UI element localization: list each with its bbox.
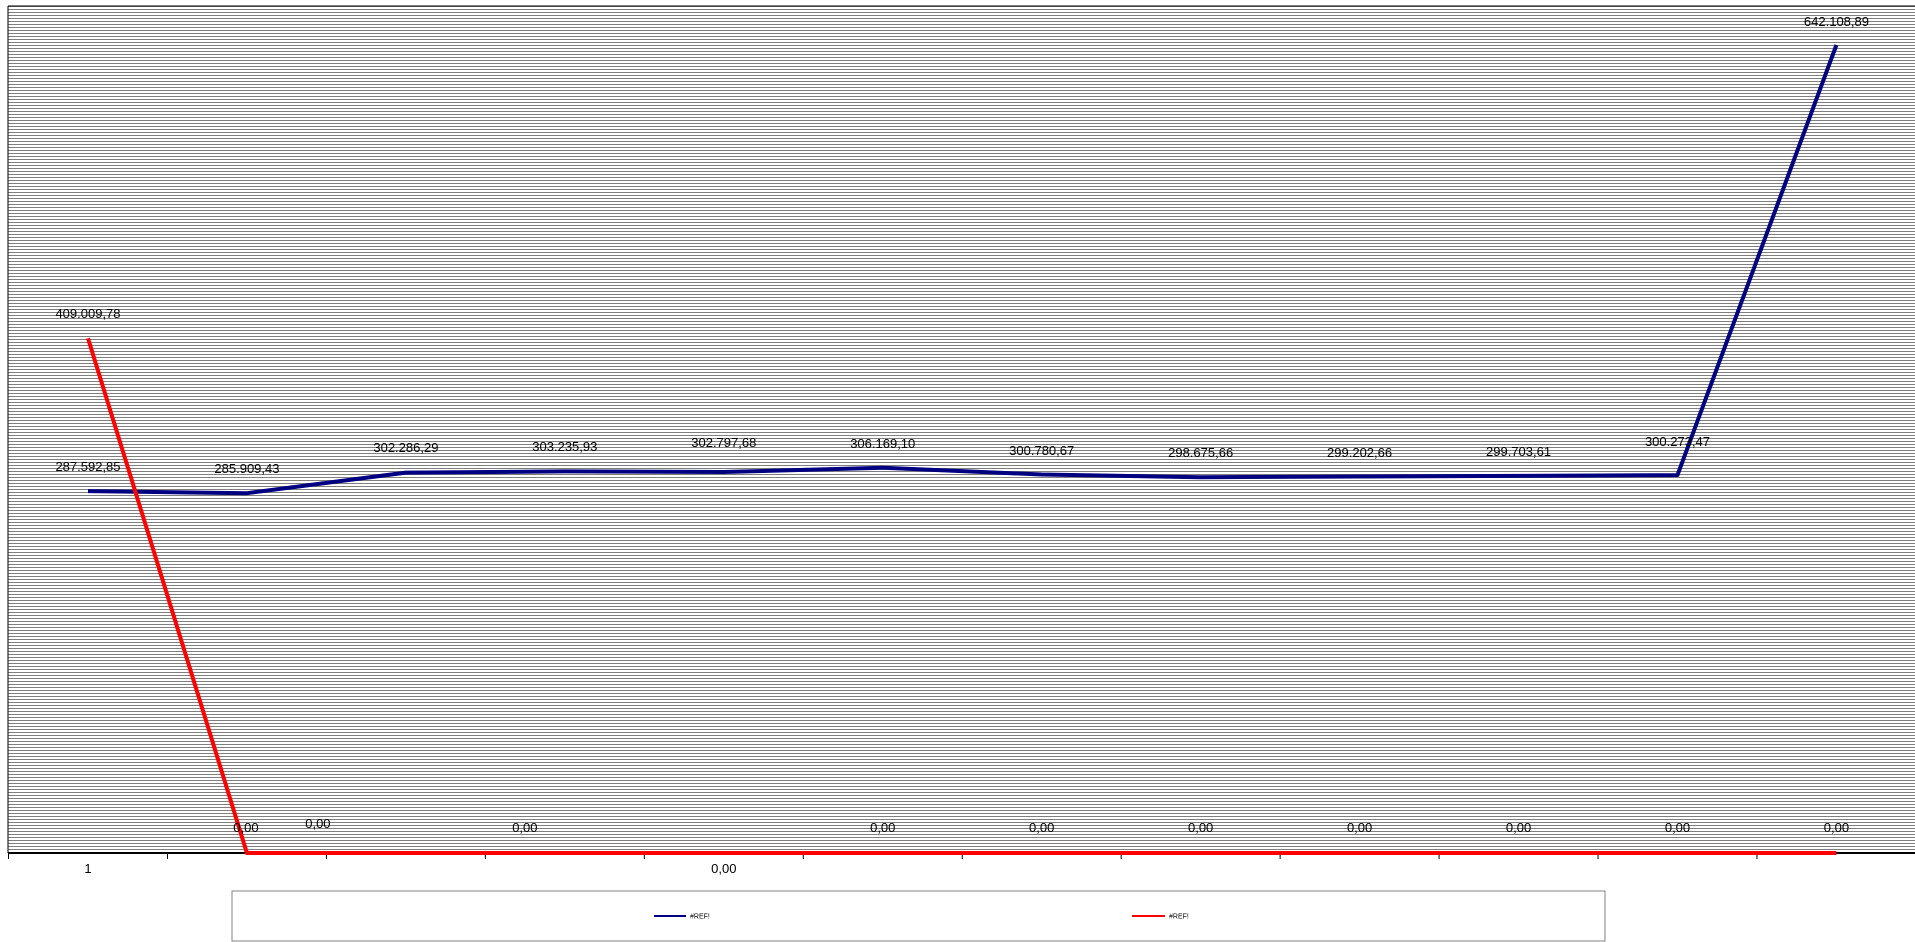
data-label-s2-5: 0,00 — [870, 820, 895, 835]
legend-label-series-1: #REF! — [690, 914, 710, 921]
series-lines — [86, 44, 1839, 855]
data-label-s1-0: 287.592,85 — [55, 459, 120, 474]
data-label-s1-10: 300.273,47 — [1645, 434, 1710, 449]
data-label-s1-6: 300.780,67 — [1009, 443, 1074, 458]
data-label-s1-5: 306.169,10 — [850, 436, 915, 451]
data-label-s2-8: 0,00 — [1347, 820, 1372, 835]
data-label-s2-9: 0,00 — [1506, 820, 1531, 835]
data-label-s2-3: 0,00 — [512, 820, 537, 835]
legend: #REF! #REF! — [231, 890, 1606, 942]
plot-area — [8, 6, 1915, 853]
data-label-s2-11: 0,00 — [1824, 820, 1849, 835]
data-label-s2-1: 0,00 — [233, 820, 258, 835]
data-label-s2-7: 0,00 — [1188, 820, 1213, 835]
data-label-s1-8: 299.202,66 — [1327, 445, 1392, 460]
data-label-s2-10: 0,00 — [1665, 820, 1690, 835]
x-tick-label-0: 1 — [84, 861, 91, 876]
data-label-s2-2: 0,00 — [305, 816, 330, 831]
data-label-s1-7: 298.675,66 — [1168, 445, 1233, 460]
data-label-s1-1: 285.909,43 — [214, 461, 279, 476]
data-label-s2-6: 0,00 — [1029, 820, 1054, 835]
data-labels: 287.592,85 285.909,43 302.286,29 303.235,93… — [55, 14, 1869, 835]
data-label-s1-4: 302.797,68 — [691, 435, 756, 450]
data-label-s1-9: 299.703,61 — [1486, 444, 1551, 459]
x-tick-label-4: 0,00 — [711, 861, 736, 876]
legend-label-series-2: #REF! — [1169, 914, 1189, 921]
data-label-s1-2: 302.286,29 — [373, 440, 438, 455]
data-label-s1-11: 642.108,89 — [1804, 14, 1869, 29]
legend-box — [231, 890, 1606, 942]
data-label-s2-0: 409.009,78 — [55, 306, 120, 321]
data-label-s1-3: 303.235,93 — [532, 439, 597, 454]
series-line-1 — [87, 44, 1839, 496]
series-line-2 — [86, 337, 1837, 855]
x-axis-tick-labels: 1 0,00 — [84, 861, 736, 876]
